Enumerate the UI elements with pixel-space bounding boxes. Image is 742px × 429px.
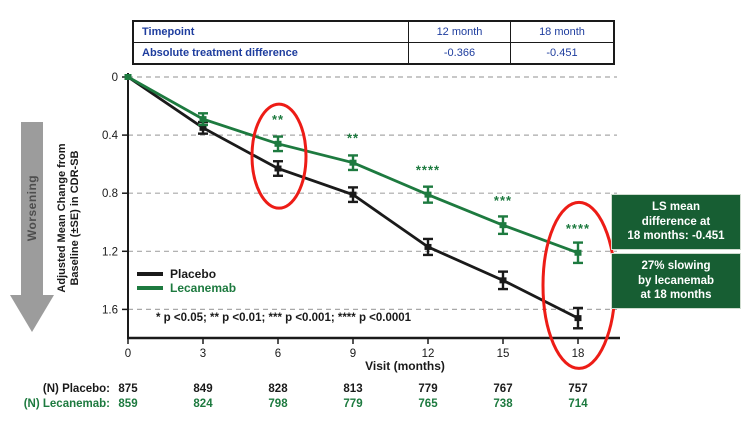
worsening-arrow-shaft [21,122,43,295]
placebo-data-point [199,124,207,131]
table-cell-difference-label: Absolute treatment difference [132,42,409,65]
callout-line: at 18 months [640,289,712,301]
lecanemab-data-point [499,222,507,229]
n-value: 859 [118,398,137,410]
x-tick-label: 3 [200,348,206,360]
placebo-data-point [349,191,357,198]
significance-stars-month-12: **** [416,163,440,178]
lecanemab-data-point [349,159,357,166]
x-tick-label: 6 [275,348,281,360]
callout-line: 18 months: -0.451 [627,230,725,242]
n-value: 767 [493,383,512,395]
legend-label: Placebo [170,267,217,281]
n-value: 824 [193,398,213,410]
n-value: 714 [568,398,588,410]
lecanemab-data-point [424,191,432,198]
table-cell-18-month-value: -0.451 [510,42,615,65]
lecanemab-data-point [199,116,207,123]
placebo-data-point [424,243,432,250]
legend-swatch [137,272,163,276]
n-value: 757 [568,383,587,395]
y-tick-label: 1.2 [102,246,118,258]
y-tick-label: 0.4 [102,130,119,142]
n-value: 765 [418,398,438,410]
lecanemab-data-point [574,249,582,256]
n-value: 849 [193,383,212,395]
x-tick-label: 9 [350,348,356,360]
legend-item-lecanemab: Lecanemab [137,281,236,295]
x-tick-label: 15 [497,348,510,360]
n-value: 813 [343,383,362,395]
y-tick-label: 1.6 [102,304,118,316]
legend-swatch [137,286,163,290]
x-tick-label: 18 [572,348,585,360]
n-value: 798 [268,398,288,410]
treatment-difference-table: Timepoint 12 month 18 month Absolute tre… [132,20,615,65]
placebo-data-point [574,315,582,322]
significance-stars-month-15: *** [494,193,512,208]
lecanemab-data-point [124,74,132,80]
n-value: 779 [418,383,437,395]
table-row: Timepoint 12 month 18 month [132,20,615,43]
callout-line: LS mean [652,201,700,213]
significance-stars-month-18: **** [566,221,590,236]
x-tick-label: 12 [422,348,435,360]
percent-slowing-callout: 27% slowing by lecanemab at 18 months [611,253,741,309]
y-tick-label: 0.8 [102,188,118,200]
placebo-data-point [274,165,282,172]
p-value-footnote: * p <0.05; ** p <0.01; *** p <0.001; ***… [156,312,412,324]
table-cell-12-month-value: -0.366 [408,42,511,65]
callout-line: 27% slowing [641,260,711,272]
table-header-timepoint: Timepoint [132,20,409,43]
significance-stars-month-6: ** [272,112,284,127]
callout-line: difference at [641,215,711,228]
n-value: 738 [493,398,513,410]
x-tick-label: 0 [125,348,131,360]
x-axis-title: Visit (months) [365,359,445,373]
n-value: 828 [268,383,288,395]
ls-mean-difference-callout: LS mean difference at 18 months: -0.451 [611,194,741,250]
n-value: 779 [343,398,362,410]
lecanemab-data-point [274,140,282,147]
n-row-label: (N) Lecanemab: [24,398,110,410]
y-tick-label: 0 [112,72,118,84]
highlight-ellipse-month-6 [250,102,308,210]
legend-item-placebo: Placebo [137,267,236,281]
placebo-data-point [499,277,507,284]
chart-legend: Placebo Lecanemab [137,267,236,295]
callout-line: by lecanemab [637,274,715,287]
n-value: 875 [118,383,138,395]
worsening-arrow-icon [10,295,54,332]
n-row-label: (N) Placebo: [43,383,110,395]
table-row: Absolute treatment difference -0.366 -0.… [132,42,615,65]
legend-label: Lecanemab [170,281,237,295]
significance-stars-month-9: ** [347,131,359,146]
